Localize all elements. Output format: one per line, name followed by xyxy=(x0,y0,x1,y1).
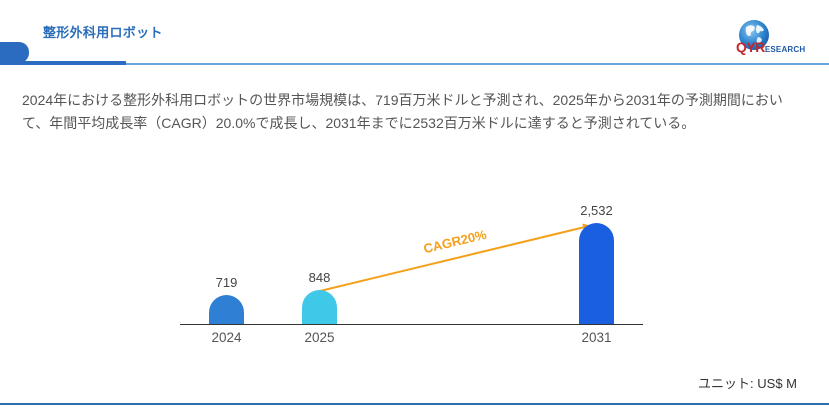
category-label-2031: 2031 xyxy=(581,330,612,345)
header-accent-line xyxy=(0,61,126,65)
bar-2031 xyxy=(579,223,614,324)
page-title: 整形外科用ロボット xyxy=(43,25,163,40)
logo-brand-rest: ESEARCH xyxy=(764,45,806,54)
cagr-label: CAGR20% xyxy=(421,226,489,257)
summary-line-2: て、年間平均成長率（CAGR）20.0%で成長し、2031年までに2532百万米… xyxy=(22,115,696,131)
category-label-2024: 2024 xyxy=(211,330,242,345)
globe-icon xyxy=(739,20,769,50)
summary-line-1: 2024年における整形外科用ロボットの世界市場規模は、719百万米ドルと予測され… xyxy=(22,92,783,108)
value-label-2025: 848 xyxy=(308,270,331,285)
bar-2024 xyxy=(209,295,244,324)
bar-2025 xyxy=(302,290,337,324)
market-summary: 2024年における整形外科用ロボットの世界市場規模は、719百万米ドルと予測され… xyxy=(22,89,783,135)
logo-brand-main: QYR xyxy=(736,39,765,55)
header-decoration-block xyxy=(0,42,29,63)
unit-label: ユニット: US$ M xyxy=(698,376,797,391)
x-axis xyxy=(180,324,643,325)
qyresearch-logo: QYRESEARCH xyxy=(733,19,813,55)
value-label-2024: 719 xyxy=(215,275,238,290)
footer-divider xyxy=(0,403,829,405)
category-label-2025: 2025 xyxy=(304,330,335,345)
value-label-2031: 2,532 xyxy=(580,203,613,218)
header-divider xyxy=(126,63,829,65)
